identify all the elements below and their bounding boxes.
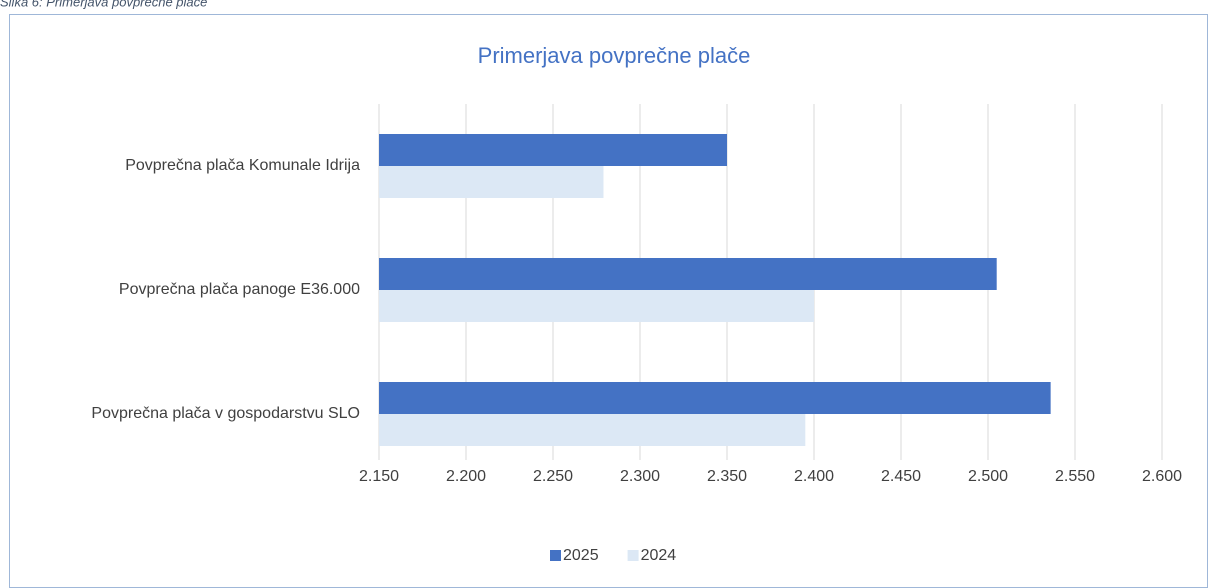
- x-tick-label: 2.200: [446, 468, 486, 485]
- bar: [379, 258, 997, 290]
- y-tick-label: Povprečna plača panoge E36.000: [119, 281, 360, 298]
- bar: [379, 414, 806, 446]
- y-tick-label: Povprečna plača Komunale Idrija: [125, 157, 360, 174]
- x-tick-label: 2.500: [968, 468, 1008, 485]
- x-tick-label: 2.250: [533, 468, 573, 485]
- legend-swatch: [627, 550, 639, 561]
- bar: [379, 290, 814, 322]
- y-tick-label: Povprečna plača v gospodarstvu SLO: [91, 405, 360, 422]
- x-tick-label: 2.150: [359, 468, 399, 485]
- x-tick-label: 2.400: [794, 468, 834, 485]
- bar: [379, 134, 727, 166]
- x-tick-label: 2.450: [881, 468, 921, 485]
- x-tick-label: 2.600: [1142, 468, 1182, 485]
- legend-swatch: [550, 550, 561, 561]
- legend-label: 2024: [641, 547, 677, 564]
- chart-title: Primerjava povprečne plače: [478, 43, 751, 68]
- bar: [379, 166, 604, 198]
- x-tick-label: 2.300: [620, 468, 660, 485]
- x-tick-label: 2.350: [707, 468, 747, 485]
- figure-caption: Slika 6: Primerjava povprečne plače: [0, 0, 207, 9]
- x-tick-label: 2.550: [1055, 468, 1095, 485]
- bar: [379, 382, 1051, 414]
- legend-label: 2025: [563, 547, 599, 564]
